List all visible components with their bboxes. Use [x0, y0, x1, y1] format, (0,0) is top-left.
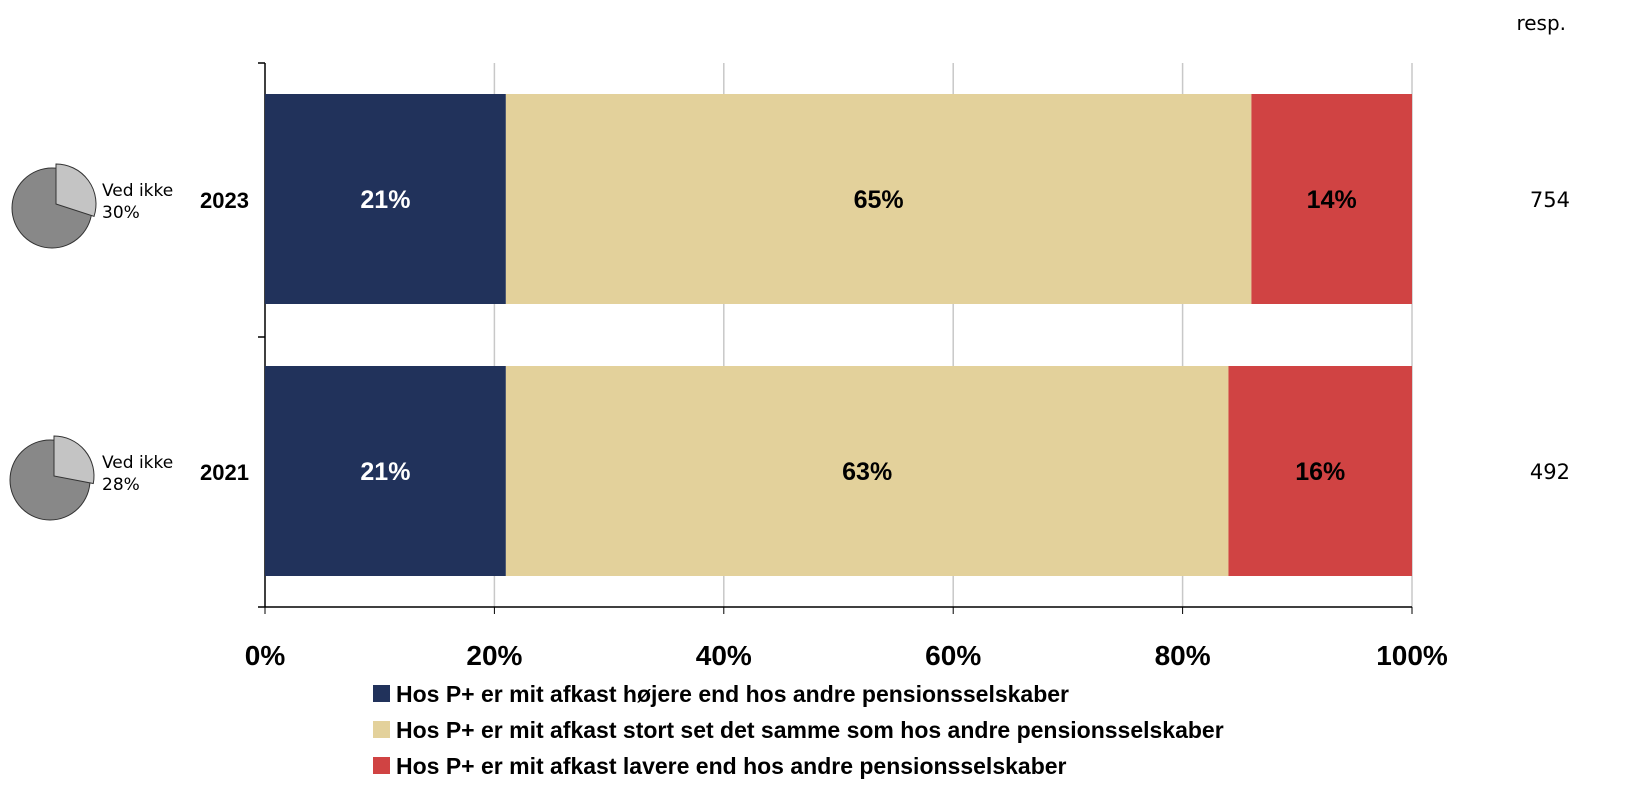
x-tick-label: 40% — [696, 640, 752, 671]
bar-segment — [265, 366, 506, 576]
dont-know-label: Ved ikke — [102, 181, 173, 201]
legend-label: Hos P+ er mit afkast højere end hos andr… — [396, 681, 1069, 707]
bar-segment — [505, 366, 1229, 576]
category-label: 2021 — [200, 460, 249, 485]
x-tick-label: 60% — [925, 640, 981, 671]
legend-label: Hos P+ er mit afkast stort set det samme… — [396, 717, 1224, 743]
data-label: 16% — [1295, 458, 1345, 486]
legend-swatch — [373, 757, 390, 774]
x-tick-label: 100% — [1376, 640, 1448, 671]
data-label: 63% — [842, 458, 892, 486]
category-label: 2023 — [200, 188, 249, 213]
dont-know-value: 30% — [102, 203, 140, 223]
data-label: 21% — [360, 186, 410, 214]
pie-slice-dont-know — [53, 435, 95, 485]
bar-segment — [265, 94, 506, 304]
x-tick-label: 80% — [1155, 640, 1211, 671]
legend-label: Hos P+ er mit afkast lavere end hos andr… — [396, 753, 1067, 779]
data-label: 21% — [360, 458, 410, 486]
x-tick-label: 20% — [466, 640, 522, 671]
dont-know-value: 28% — [102, 475, 140, 495]
bar-segment — [1251, 94, 1412, 304]
respondents-header: resp. — [1516, 11, 1566, 35]
data-label: 65% — [854, 186, 904, 214]
bar-segment — [505, 94, 1252, 304]
legend-swatch — [373, 721, 390, 738]
x-tick-label: 0% — [245, 640, 286, 671]
respondent-count: 754 — [1530, 188, 1570, 212]
respondent-count: 492 — [1530, 460, 1570, 484]
bar-segment — [1228, 366, 1412, 576]
dont-know-label: Ved ikke — [102, 453, 173, 473]
legend-swatch — [373, 685, 390, 702]
data-label: 14% — [1307, 186, 1357, 214]
pie-slice-dont-know — [55, 163, 97, 217]
